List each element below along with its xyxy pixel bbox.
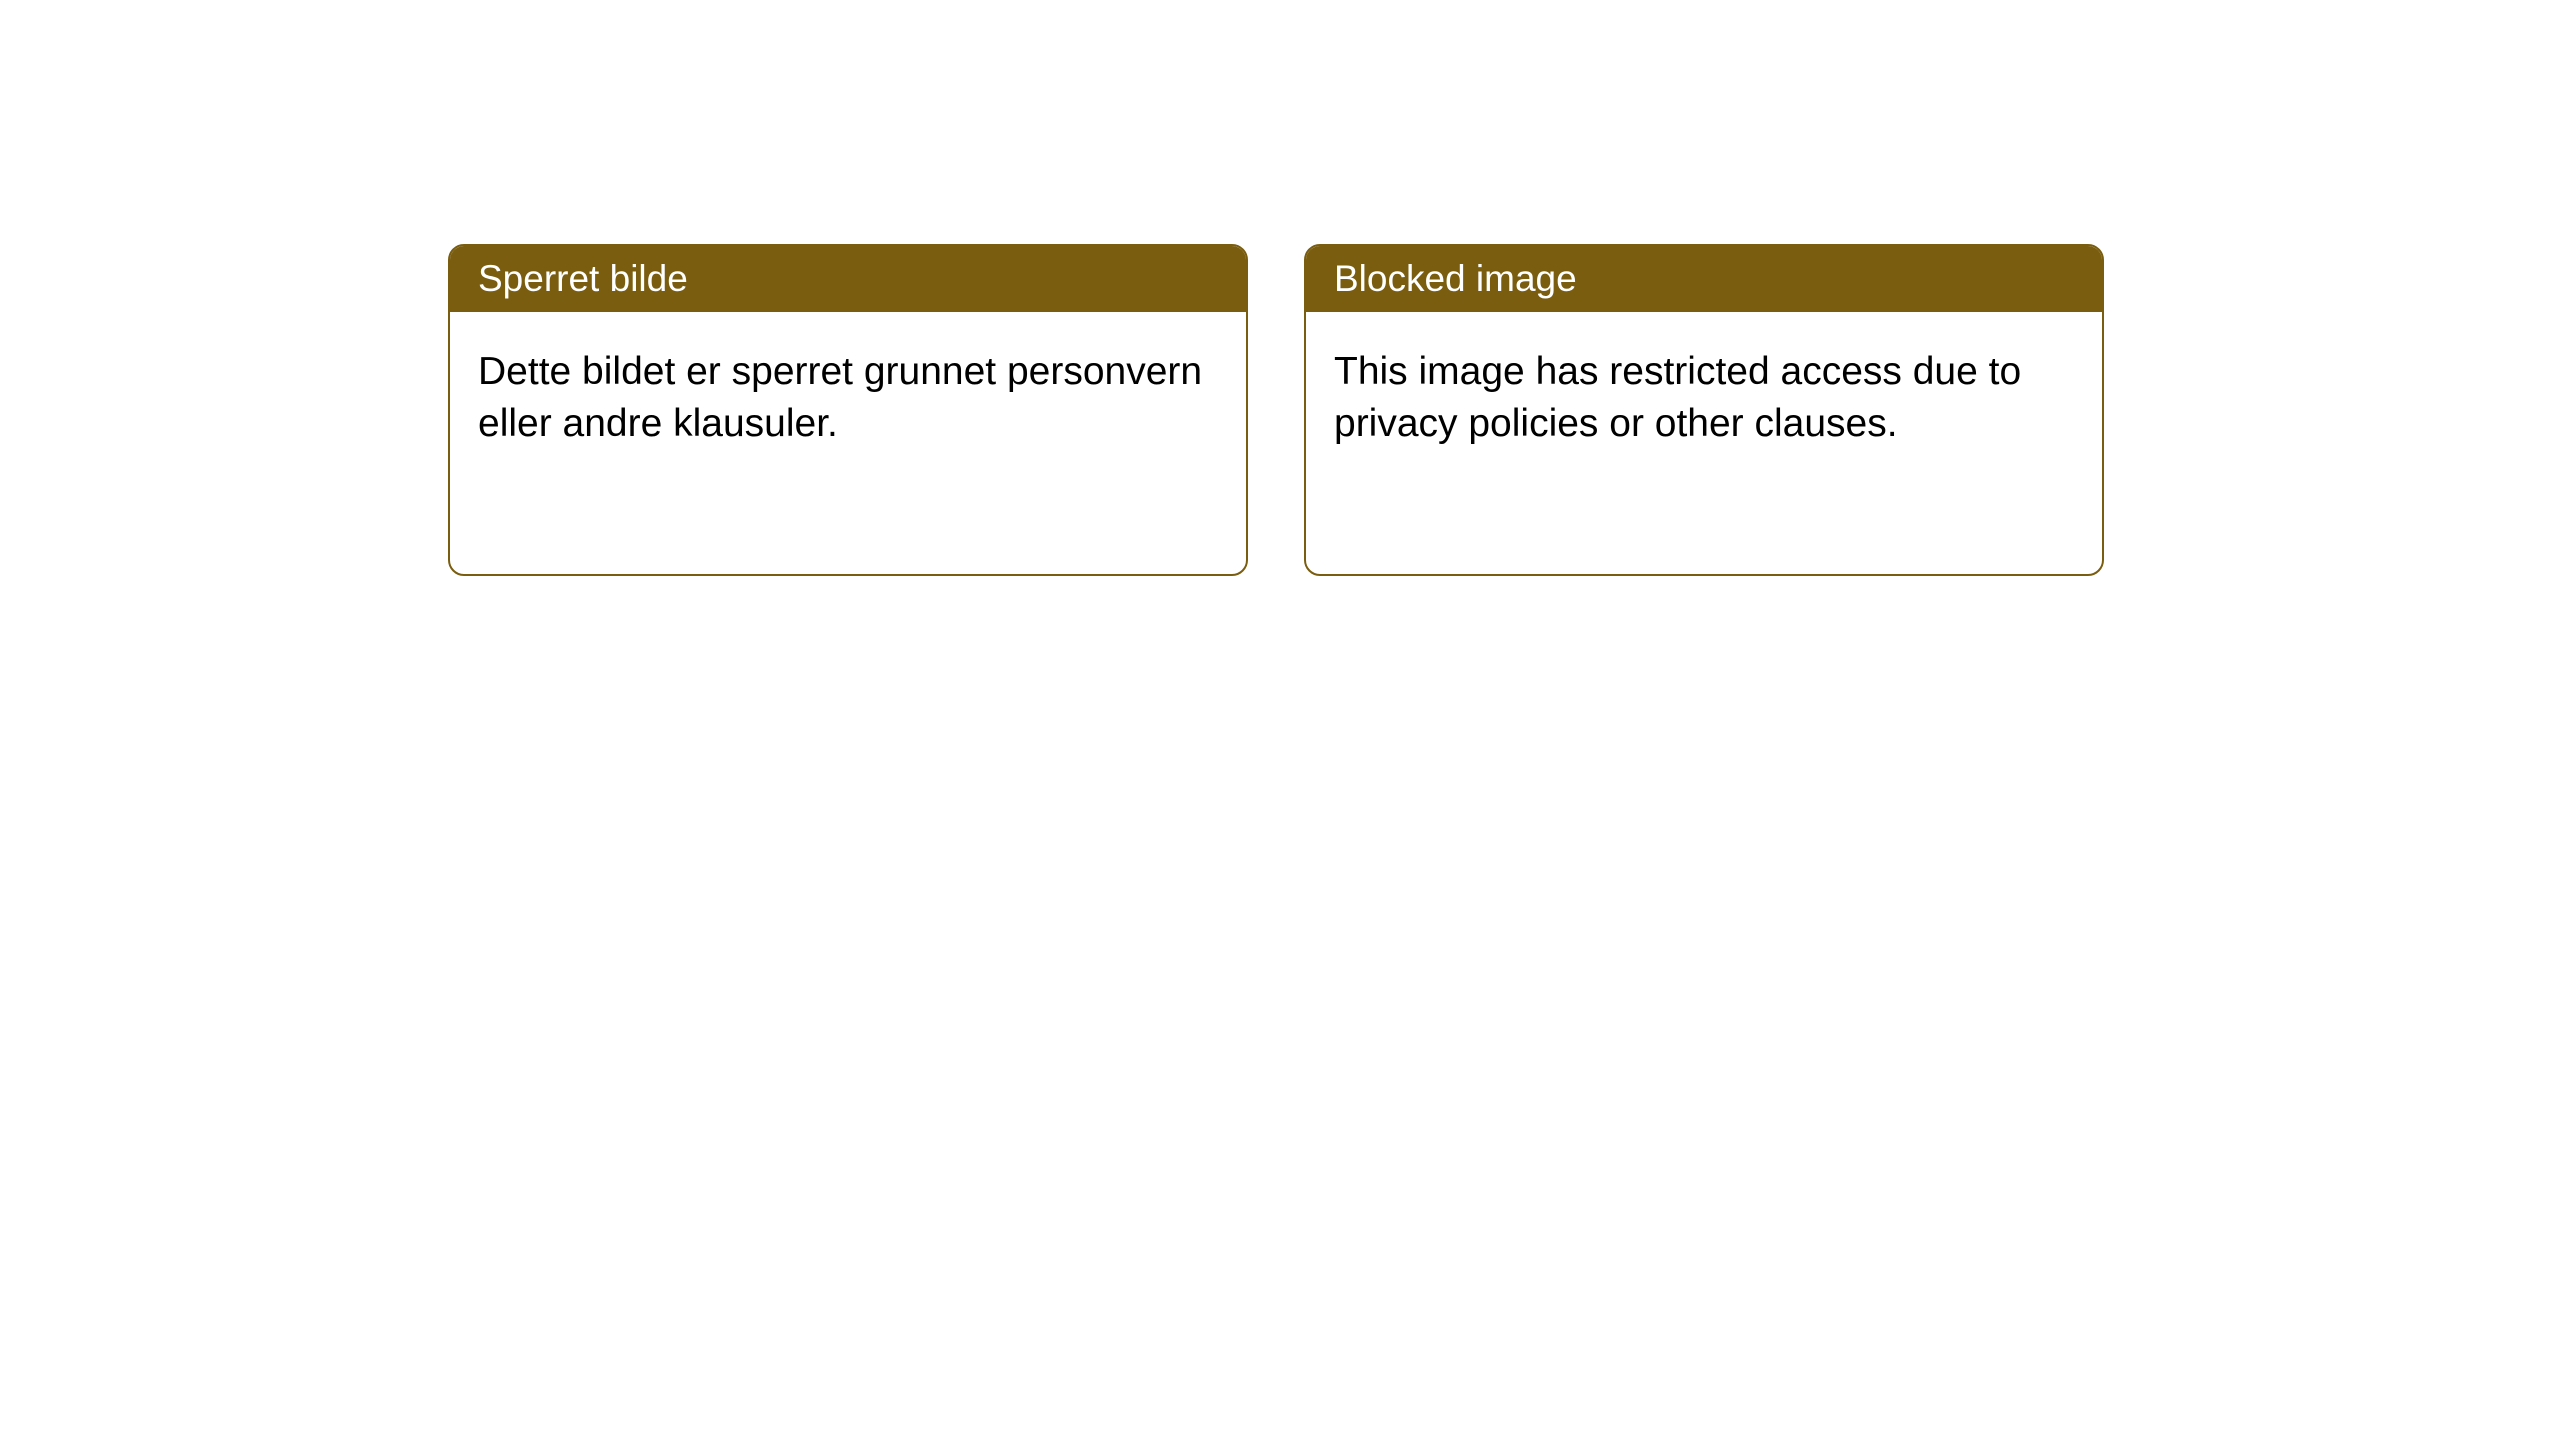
card-title: Blocked image <box>1334 258 1577 299</box>
card-header: Blocked image <box>1306 246 2102 312</box>
card-title: Sperret bilde <box>478 258 688 299</box>
card-header: Sperret bilde <box>450 246 1246 312</box>
card-body: Dette bildet er sperret grunnet personve… <box>450 312 1246 484</box>
card-body: This image has restricted access due to … <box>1306 312 2102 484</box>
cards-container: Sperret bilde Dette bildet er sperret gr… <box>0 0 2560 576</box>
blocked-image-card-en: Blocked image This image has restricted … <box>1304 244 2104 576</box>
card-body-text: This image has restricted access due to … <box>1334 350 2021 445</box>
blocked-image-card-no: Sperret bilde Dette bildet er sperret gr… <box>448 244 1248 576</box>
card-body-text: Dette bildet er sperret grunnet personve… <box>478 350 1202 445</box>
